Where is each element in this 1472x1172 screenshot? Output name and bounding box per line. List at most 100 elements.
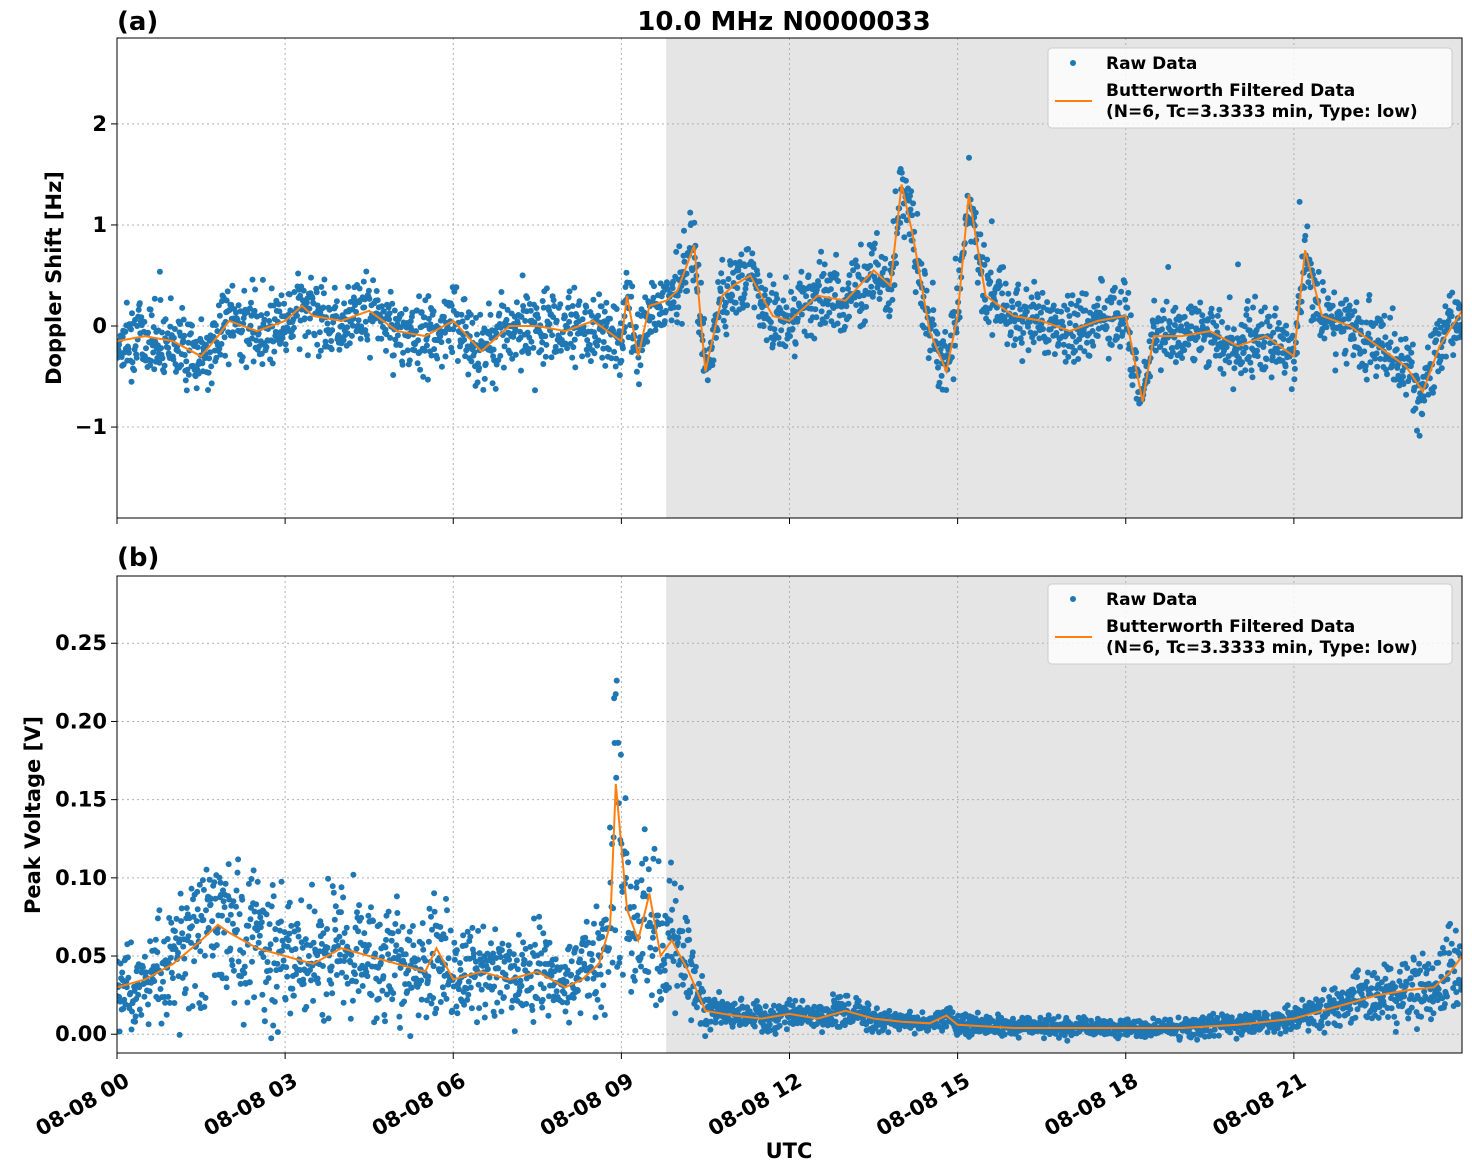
raw-data-point [234, 869, 241, 876]
raw-data-point [222, 880, 229, 887]
raw-data-point [533, 305, 540, 311]
raw-data-point [1037, 309, 1044, 316]
raw-data-point [248, 904, 254, 911]
raw-data-point [1020, 330, 1027, 336]
raw-data-point [606, 945, 612, 952]
raw-data-point [579, 316, 586, 323]
raw-data-point [985, 319, 992, 325]
raw-data-point [589, 940, 596, 947]
raw-data-point [191, 958, 198, 965]
raw-data-point [423, 342, 430, 349]
raw-data-point [607, 824, 613, 831]
raw-data-point [510, 951, 517, 958]
raw-data-point [965, 1027, 971, 1034]
raw-data-point [397, 1024, 403, 1031]
raw-data-point [1032, 330, 1039, 337]
raw-data-point [422, 957, 429, 964]
raw-data-point [442, 353, 449, 360]
raw-data-point [209, 952, 216, 959]
raw-data-point [428, 1000, 435, 1007]
raw-data-point [293, 971, 299, 978]
raw-data-point [561, 990, 568, 997]
raw-data-point [1231, 365, 1238, 372]
raw-data-point [1230, 326, 1237, 333]
raw-data-point [1372, 355, 1379, 362]
raw-data-point [1449, 340, 1456, 347]
raw-data-point [664, 286, 671, 293]
raw-data-point [1084, 339, 1090, 346]
raw-data-point [612, 691, 619, 698]
raw-data-point [622, 795, 629, 802]
raw-data-point [1171, 322, 1178, 328]
raw-data-point [670, 958, 677, 965]
raw-data-point [843, 303, 850, 310]
raw-data-point [161, 369, 168, 376]
raw-data-point [628, 293, 635, 300]
raw-data-point [669, 927, 676, 934]
raw-data-point [443, 995, 450, 1002]
raw-data-point [681, 227, 687, 234]
raw-data-point [891, 282, 898, 289]
raw-data-point [1305, 279, 1312, 286]
raw-data-point [616, 328, 623, 335]
raw-data-point [739, 300, 746, 307]
raw-data-point [799, 997, 806, 1004]
raw-data-point [1232, 348, 1239, 355]
raw-data-point [517, 977, 524, 984]
raw-data-point [930, 307, 937, 314]
raw-data-point [1447, 308, 1454, 315]
raw-data-point [136, 1006, 143, 1013]
raw-data-point [206, 876, 213, 883]
raw-data-point [724, 283, 731, 290]
raw-data-point [1151, 297, 1158, 304]
raw-data-point [448, 302, 455, 309]
raw-data-point [406, 928, 413, 935]
raw-data-point [197, 948, 204, 955]
raw-data-point [824, 301, 831, 308]
raw-data-point [745, 246, 752, 252]
raw-data-point [409, 923, 416, 929]
raw-data-point [468, 358, 475, 365]
raw-data-point [782, 343, 789, 350]
raw-data-point [911, 1030, 918, 1037]
raw-data-point [320, 290, 327, 297]
raw-data-point [383, 347, 389, 354]
raw-data-point [217, 351, 224, 358]
raw-data-point [194, 888, 201, 895]
raw-data-point [398, 946, 404, 953]
raw-data-point [1194, 1036, 1201, 1043]
raw-data-point [258, 919, 265, 926]
raw-data-point [408, 326, 415, 333]
raw-data-point [190, 913, 197, 920]
raw-data-point [1247, 331, 1254, 338]
raw-data-point [577, 956, 583, 963]
legend-raw-label: Raw Data [1106, 54, 1197, 74]
raw-data-point [741, 291, 748, 297]
raw-data-point [260, 954, 267, 960]
raw-data-point [259, 276, 266, 283]
raw-data-point [476, 1005, 483, 1012]
raw-data-point [532, 941, 538, 948]
raw-data-point [720, 317, 727, 324]
raw-data-point [182, 986, 189, 993]
raw-data-point [782, 274, 789, 281]
raw-data-point [723, 331, 730, 338]
raw-data-point [988, 218, 995, 225]
raw-data-point [812, 306, 819, 313]
raw-data-point [763, 337, 770, 344]
raw-data-point [1367, 359, 1374, 366]
raw-data-point [203, 866, 210, 873]
raw-data-point [189, 1003, 196, 1010]
raw-data-point [1280, 336, 1287, 342]
raw-data-point [760, 323, 767, 330]
raw-data-point [395, 928, 402, 935]
raw-data-point [1242, 344, 1249, 351]
raw-data-point [1339, 300, 1346, 307]
raw-data-point [691, 219, 698, 226]
raw-data-point [397, 342, 404, 349]
raw-data-point [509, 355, 516, 362]
raw-data-point [1247, 359, 1254, 366]
raw-data-point [256, 932, 263, 939]
raw-data-point [353, 308, 359, 315]
